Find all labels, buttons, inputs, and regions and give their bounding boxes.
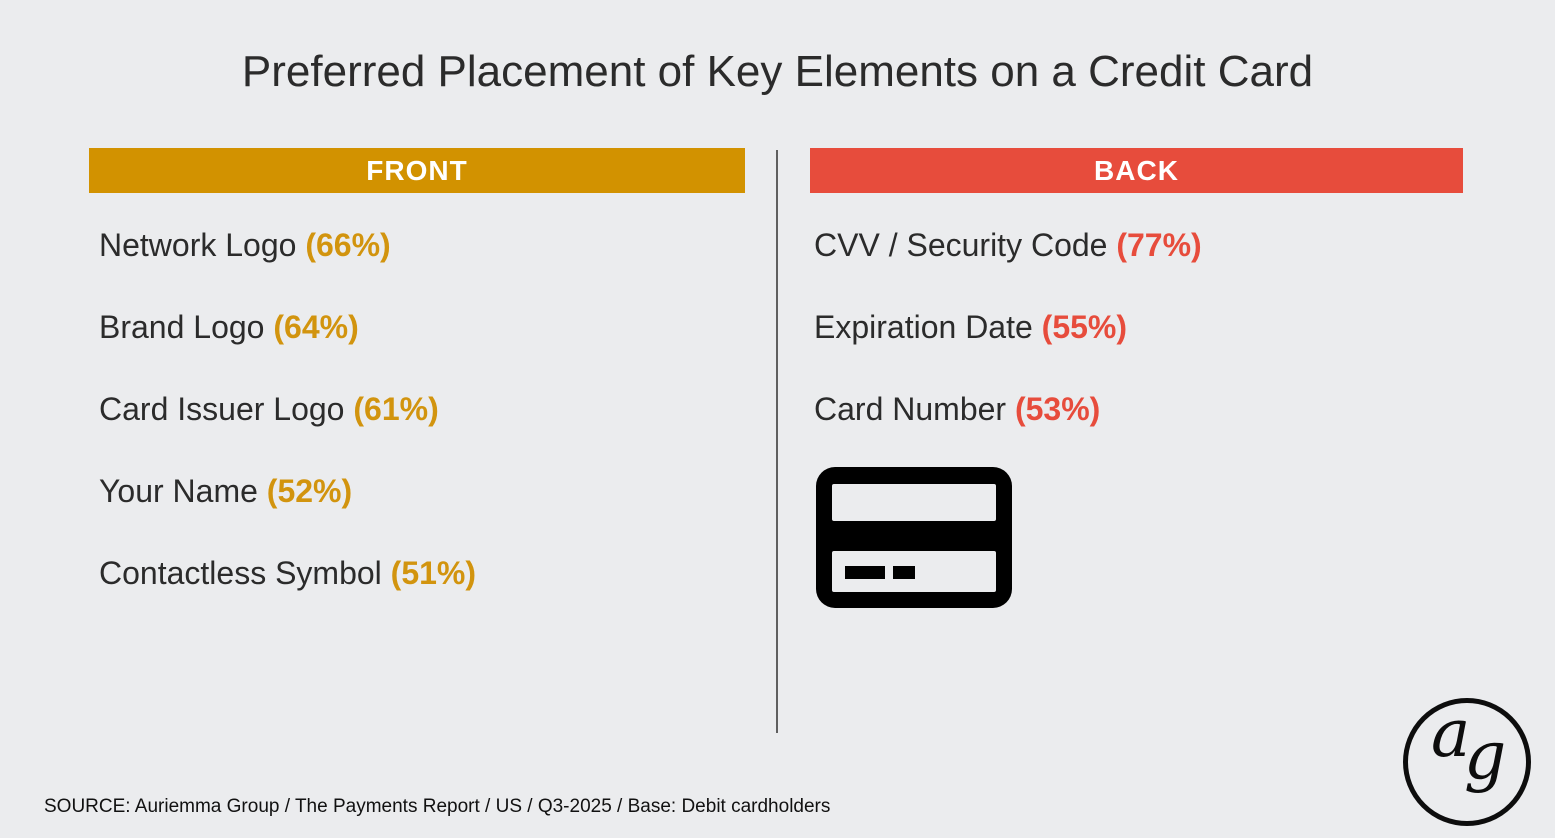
- front-column-header: FRONT: [89, 148, 745, 193]
- list-item: Card Number (53%): [814, 393, 1454, 426]
- item-label: Network Logo: [99, 227, 297, 263]
- item-percentage: (53%): [1014, 391, 1101, 427]
- page-title: Preferred Placement of Key Elements on a…: [241, 47, 1314, 96]
- item-percentage: (61%): [353, 391, 439, 427]
- item-label: Card Number: [814, 391, 1007, 427]
- credit-card-back-icon: [816, 467, 1012, 608]
- list-item: Expiration Date (55%): [814, 311, 1454, 344]
- list-item: Contactless Symbol (51%): [99, 557, 739, 590]
- item-percentage: (55%): [1041, 309, 1128, 345]
- back-column-header: BACK: [810, 148, 1463, 193]
- back-items-list: CVV / Security Code (77%) Expiration Dat…: [814, 229, 1454, 426]
- item-label: Contactless Symbol: [99, 555, 382, 591]
- item-label: Your Name: [99, 473, 258, 509]
- list-item: CVV / Security Code (77%): [814, 229, 1454, 262]
- item-label: Expiration Date: [814, 309, 1033, 345]
- item-label: CVV / Security Code: [814, 227, 1108, 263]
- auriemma-group-logo: a g: [1403, 695, 1531, 826]
- list-item: Card Issuer Logo (61%): [99, 393, 739, 426]
- logo-letter-g: g: [1464, 717, 1507, 794]
- front-items-list: Network Logo (66%) Brand Logo (64%) Card…: [99, 229, 739, 590]
- back-header-label: BACK: [1094, 154, 1179, 186]
- item-percentage: (64%): [273, 309, 359, 345]
- item-label: Brand Logo: [99, 309, 265, 345]
- list-item: Your Name (52%): [99, 475, 739, 508]
- list-item: Network Logo (66%): [99, 229, 739, 262]
- item-percentage: (51%): [390, 555, 477, 591]
- source-note: SOURCE: Auriemma Group / The Payments Re…: [44, 796, 831, 817]
- logo-letter-a: a: [1431, 695, 1471, 772]
- item-percentage: (52%): [266, 473, 353, 509]
- item-percentage: (77%): [1116, 227, 1202, 263]
- item-label: Card Issuer Logo: [99, 391, 345, 427]
- list-item: Brand Logo (64%): [99, 311, 739, 344]
- column-divider: [776, 150, 778, 733]
- front-header-label: FRONT: [366, 154, 468, 186]
- item-percentage: (66%): [305, 227, 391, 263]
